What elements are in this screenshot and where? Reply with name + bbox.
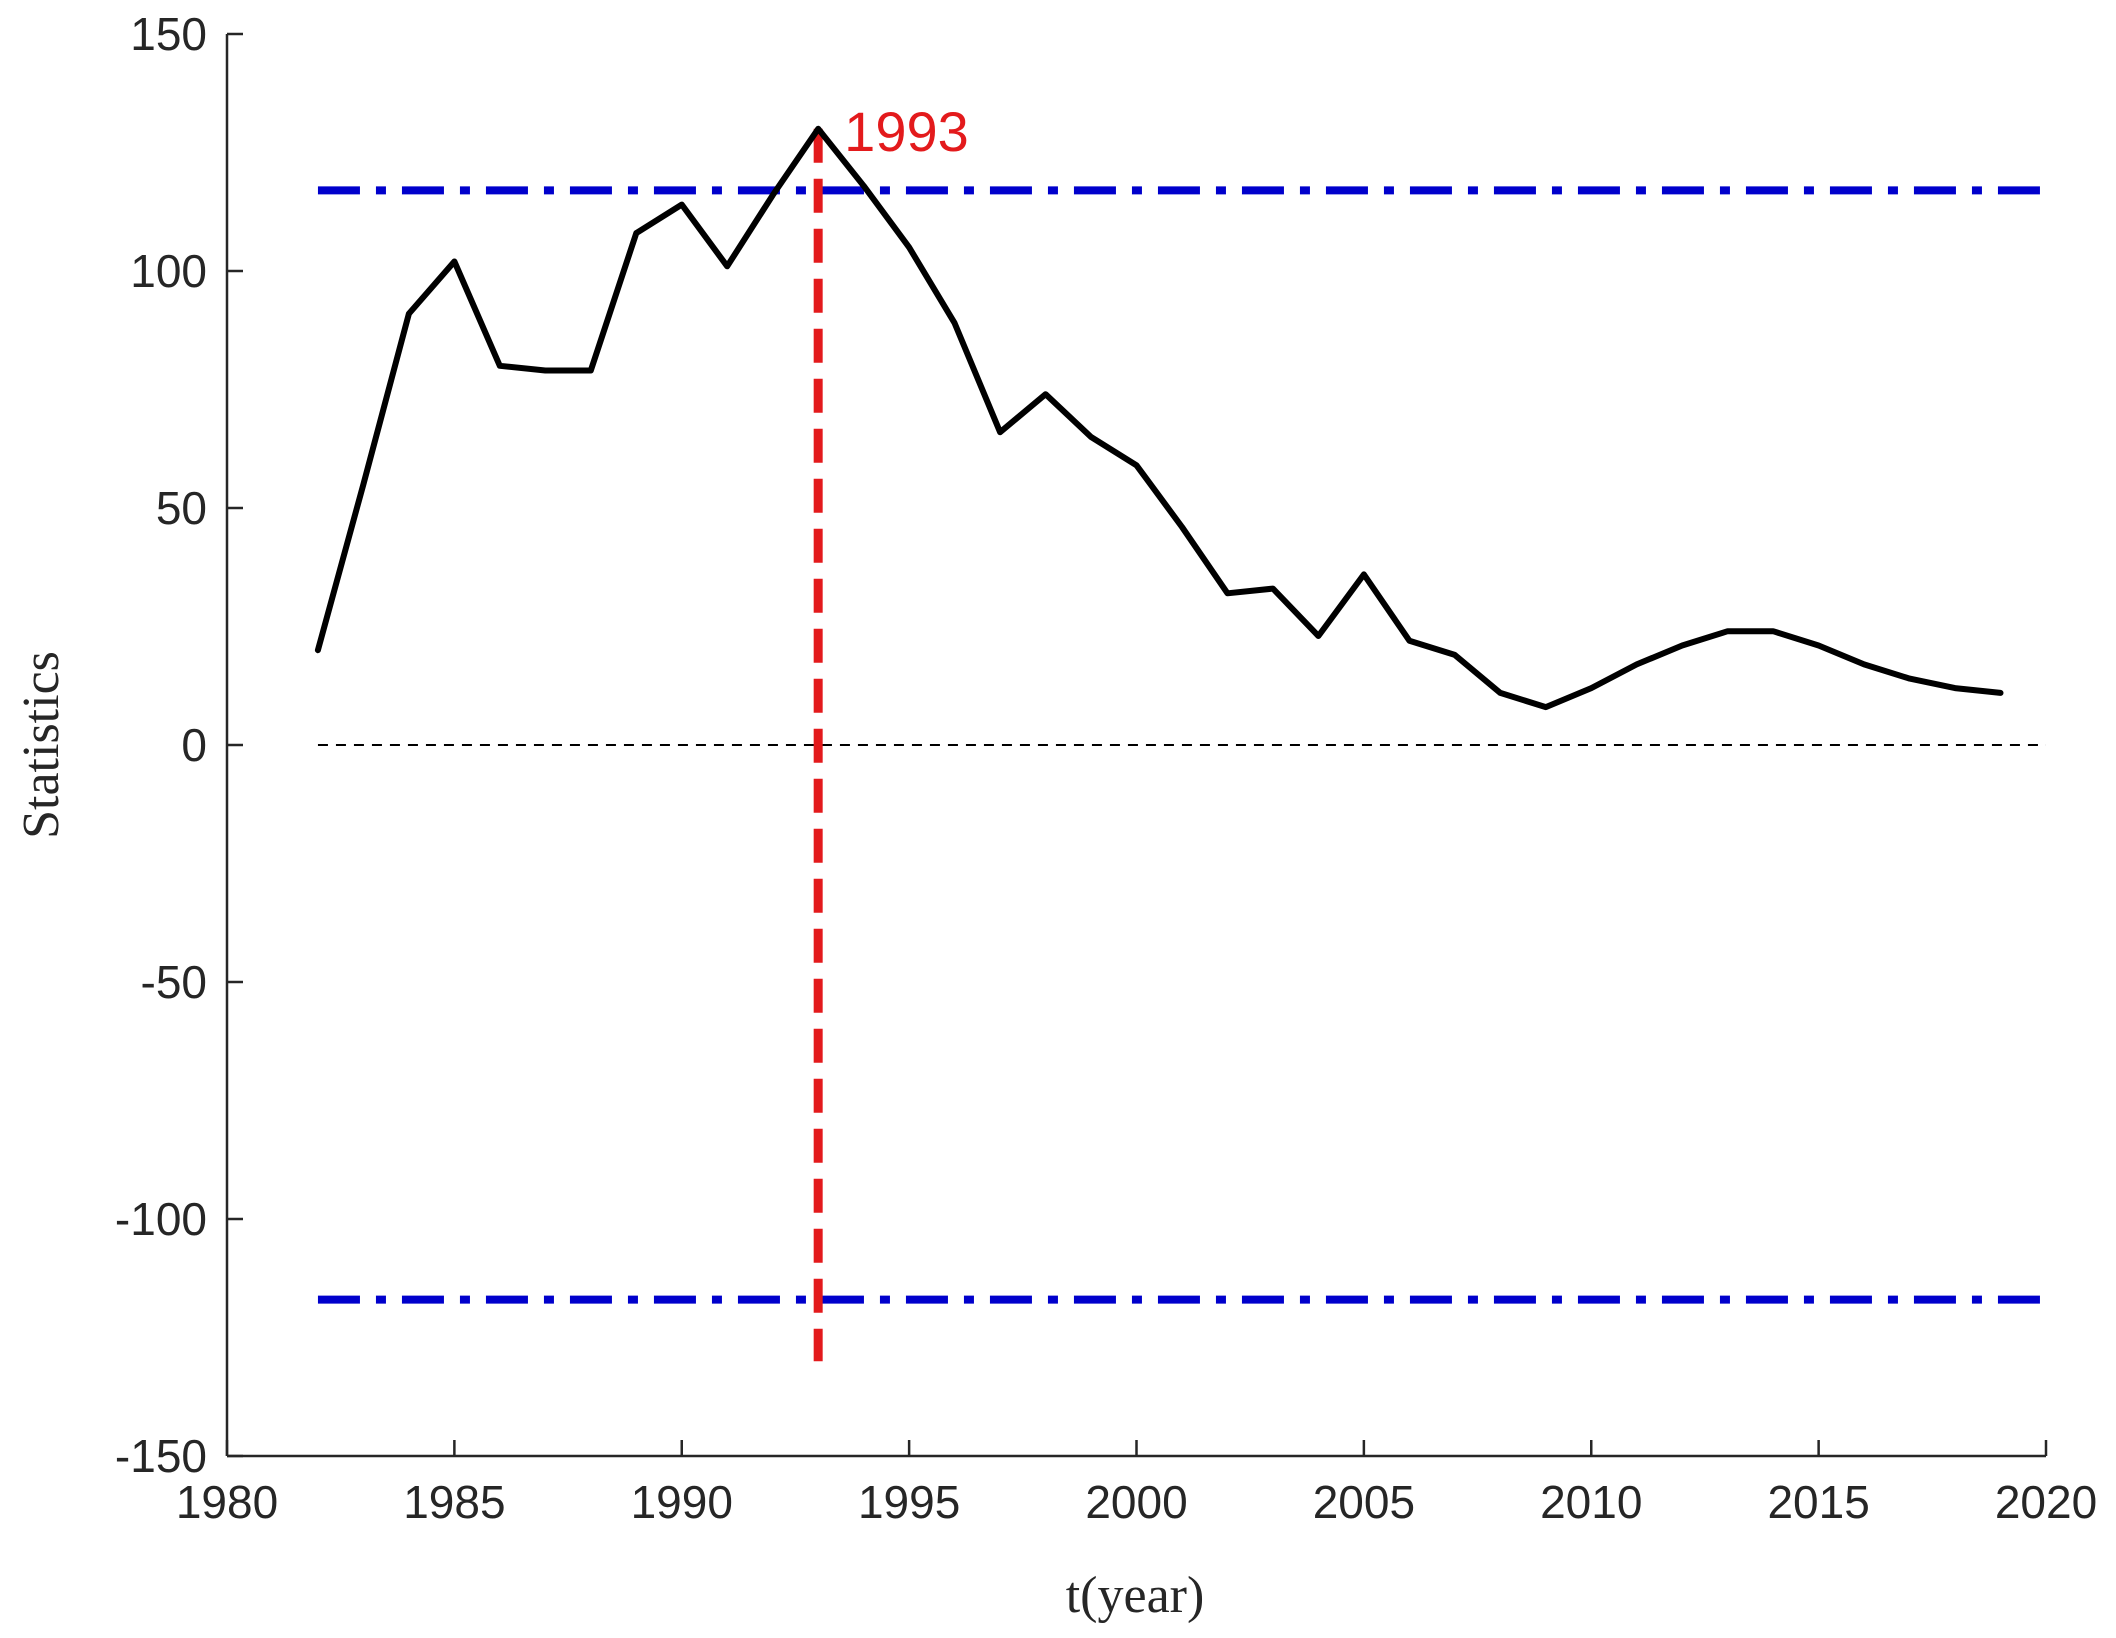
y-axis-label: Statistics <box>13 651 70 839</box>
x-tick-label-1990: 1990 <box>631 1476 733 1528</box>
y-tick-label-0: 0 <box>181 719 207 771</box>
x-axis-label: t(year) <box>1066 1567 1205 1624</box>
reference-lines <box>317 128 2046 1362</box>
series-line-0 <box>314 125 2004 711</box>
x-tick-label-2000: 2000 <box>1085 1476 1187 1528</box>
y-ticks: 150 100 50 0 -50 -100 -150 <box>115 8 243 1482</box>
x-tick-label-1995: 1995 <box>858 1476 960 1528</box>
x-tick-label-2010: 2010 <box>1540 1476 1642 1528</box>
y-tick-label--150: -150 <box>115 1430 207 1482</box>
x-tick-label-1985: 1985 <box>403 1476 505 1528</box>
series-layer <box>314 125 2004 711</box>
x-ticks: 1980 1985 1990 1995 2000 2005 2010 2015 2020 <box>176 1440 2097 1528</box>
annotation-1993: 1993 <box>844 100 969 163</box>
y-tick-label-100: 100 <box>130 245 207 297</box>
x-tick-label-2005: 2005 <box>1313 1476 1415 1528</box>
y-tick-label--100: -100 <box>115 1193 207 1245</box>
x-tick-label-2015: 2015 <box>1767 1476 1869 1528</box>
x-tick-label-1980: 1980 <box>176 1476 278 1528</box>
annotations: 1993 <box>844 100 969 163</box>
y-tick-label--50: -50 <box>141 956 207 1008</box>
y-tick-label-50: 50 <box>156 482 207 534</box>
x-tick-label-2020: 2020 <box>1995 1476 2097 1528</box>
y-tick-label-150: 150 <box>130 8 207 60</box>
